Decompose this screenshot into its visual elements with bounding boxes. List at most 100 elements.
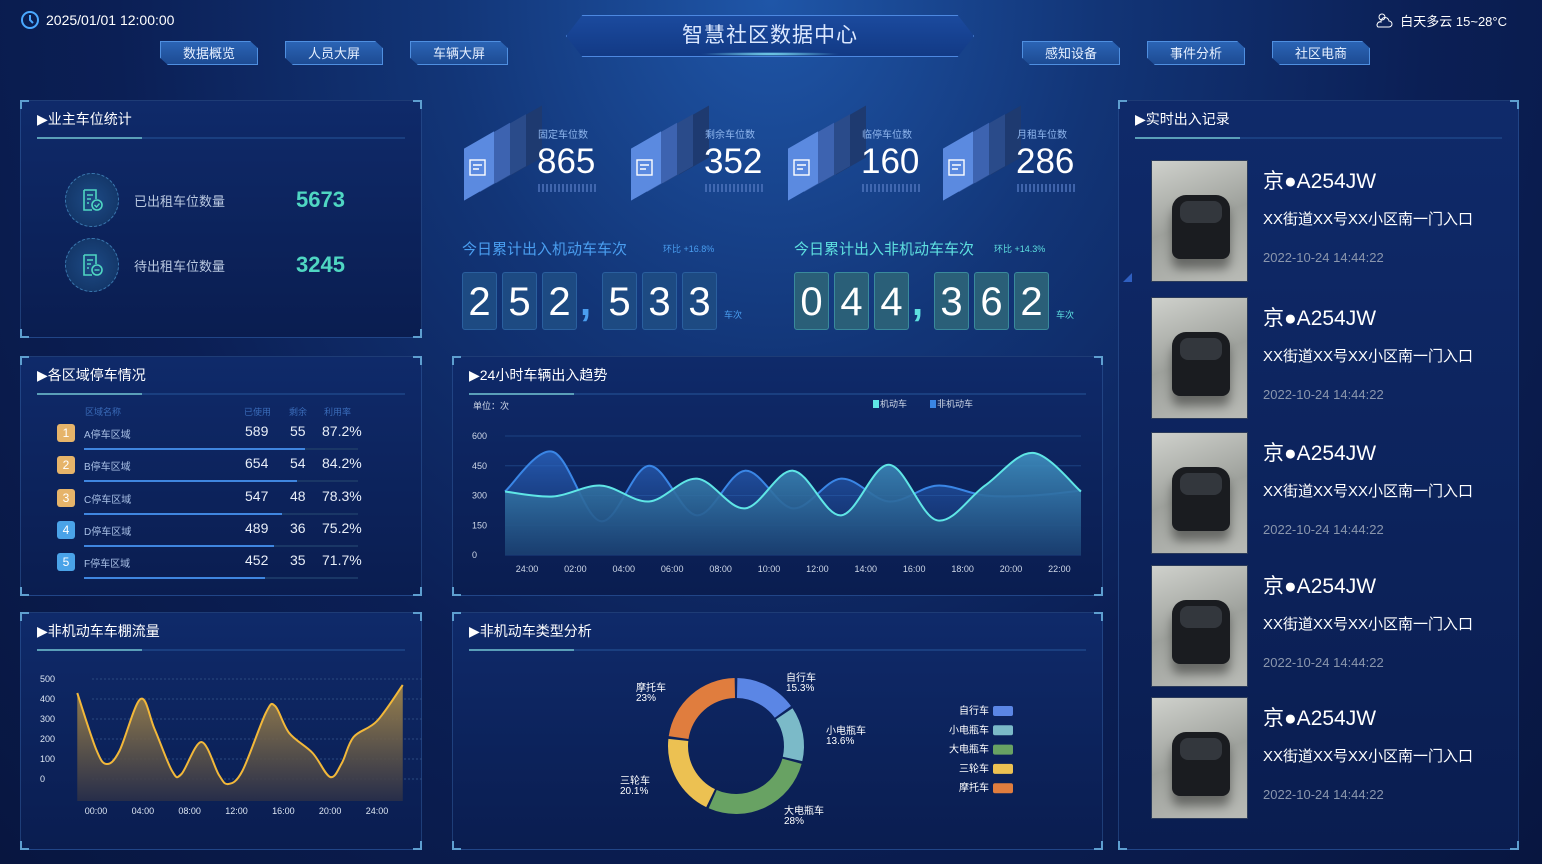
rank-badge: 3 (57, 488, 75, 507)
series-line (504, 451, 1082, 522)
panel-title: ▶24小时车辆出入趋势 (469, 367, 608, 383)
y-tick-label: 200 (40, 734, 55, 744)
kpi-value: 286 (1016, 142, 1075, 181)
utilization-bar-fill (84, 480, 298, 483)
legend-swatch (873, 400, 879, 408)
counter-title: 今日累计出入非机动车车次 (794, 241, 975, 258)
vehicle-snapshot[interactable] (1151, 432, 1248, 554)
x-tick-label: 20:00 (1000, 564, 1023, 574)
nav-event-analysis[interactable]: 事件分析 (1147, 41, 1245, 65)
zone-name: B停车区域 (84, 462, 131, 474)
slice-name: 自行车 (786, 671, 816, 684)
legend-label: 三轮车 (959, 762, 989, 775)
panel-title: ▶非机动车类型分析 (469, 623, 592, 639)
rank-badge: 4 (57, 520, 75, 539)
x-tick-label: 12:00 (225, 806, 248, 816)
car-image (1172, 600, 1230, 664)
record-location: XX街道XX号XX小区南一门入口 (1263, 483, 1474, 500)
zone-row: 5 F停车区域 452 35 71.7% (57, 552, 397, 583)
title-underline (469, 649, 1086, 651)
x-tick-label: 14:00 (855, 564, 878, 574)
y-tick-label: 0 (472, 550, 477, 560)
slice-name: 三轮车 (620, 774, 650, 787)
record-time: 2022-10-24 14:44:22 (1263, 787, 1384, 802)
rank-badge: 2 (57, 456, 75, 475)
car-image (1172, 332, 1230, 396)
legend-swatch (993, 706, 1013, 716)
vehicle-snapshot[interactable] (1151, 697, 1248, 819)
legend-label: 非机动车 (937, 398, 973, 409)
bike-type-panel: ▶非机动车类型分析 自行车 15.3% 自行车 小电瓶车 13.6% 小电瓶车 大电瓶车 28… (452, 612, 1103, 850)
slice-percent: 13.6% (826, 736, 854, 747)
thousands-separator: , (912, 280, 924, 324)
zone-used: 589 (245, 423, 269, 439)
zone-rate: 78.3% (322, 487, 362, 504)
counter-digit: 3 (642, 272, 677, 330)
slice-percent: 20.1% (620, 786, 648, 797)
counter-title: 今日累计出入机动车车次 (462, 241, 628, 258)
y-tick-label: 600 (472, 431, 487, 441)
legend-label: 小电瓶车 (949, 723, 989, 736)
plate-number: 京●A254JW (1263, 707, 1377, 730)
nav-vehicle-screen[interactable]: 车辆大屏 (410, 41, 508, 65)
cloudy-icon (1376, 13, 1393, 28)
y-tick-label: 400 (40, 694, 55, 704)
title-underline (37, 137, 405, 139)
kpi-label: 固定车位数 (538, 130, 588, 141)
x-tick-label: 20:00 (319, 806, 342, 816)
record-item[interactable]: 京●A254JW XX街道XX号XX小区南一门入口 2022-10-24 14:44… (1151, 565, 1511, 687)
panel-title: ▶各区域停车情况 (37, 367, 146, 383)
zone-name: D停车区域 (84, 526, 132, 538)
x-tick-label: 24:00 (366, 806, 389, 816)
series-area (505, 452, 1081, 555)
area-fill (77, 685, 403, 801)
utilization-bar (84, 512, 358, 515)
x-tick-label: 02:00 (564, 564, 587, 574)
zone-remaining: 54 (290, 455, 306, 472)
legend-label: 自行车 (959, 704, 989, 717)
utilization-bar-fill (84, 512, 283, 515)
kpi-label: 月租车位数 (1017, 130, 1067, 141)
sparkline (538, 184, 596, 192)
record-item[interactable]: 京●A254JW XX街道XX号XX小区南一门入口 2022-10-24 14:44… (1151, 697, 1511, 819)
nav-data-overview[interactable]: 数据概览 (160, 41, 258, 65)
rank-badge: 5 (57, 553, 75, 572)
col-header-zone: 区域名称 (85, 407, 122, 417)
title-underline (469, 393, 1086, 395)
nav-community-ecommerce[interactable]: 社区电商 (1272, 41, 1370, 65)
donut-slice (708, 758, 802, 814)
record-time: 2022-10-24 14:44:22 (1263, 522, 1384, 537)
counter-digit: 5 (602, 272, 637, 330)
nav-sensing-devices[interactable]: 感知设备 (1022, 41, 1120, 65)
nav-people-screen[interactable]: 人员大屏 (285, 41, 383, 65)
panel-title: ▶业主车位统计 (37, 111, 132, 127)
x-tick-label: 04:00 (613, 564, 636, 574)
record-time: 2022-10-24 14:44:22 (1263, 655, 1384, 670)
y-tick-label: 300 (472, 491, 487, 501)
record-item[interactable]: 京●A254JW XX街道XX号XX小区南一门入口 2022-10-24 14:44… (1151, 297, 1511, 419)
counter-ratio: 环比 +16.8% (663, 244, 715, 254)
document-clock-icon (629, 105, 709, 201)
car-image (1172, 467, 1230, 531)
zone-name: A停车区域 (84, 430, 131, 441)
vehicle-snapshot[interactable] (1151, 565, 1248, 687)
y-tick-label: 450 (472, 461, 487, 471)
col-header-rate: 利用率 (324, 407, 352, 417)
y-tick-label: 0 (40, 774, 45, 784)
plate-number: 京●A254JW (1263, 442, 1377, 465)
kpi-label: 剩余车位数 (705, 130, 755, 141)
col-header-used: 已使用 (244, 407, 272, 417)
zone-row: 2 B停车区域 654 54 84.2% (57, 455, 397, 486)
vehicle-snapshot[interactable] (1151, 297, 1248, 419)
zone-name: C停车区域 (84, 494, 132, 506)
kpi-card: 月租车位数 286 (941, 105, 1101, 202)
y-tick-label: 300 (40, 714, 55, 724)
record-item[interactable]: 京●A254JW XX街道XX号XX小区南一门入口 2022-10-24 14:44… (1151, 432, 1511, 554)
unit-label: 单位：次 (473, 400, 509, 411)
bike-shed-flow-panel: ▶非机动车车棚流量 0 100 200 300 400 500 00:00 04:00 08:0… (20, 612, 422, 850)
vehicle-snapshot[interactable] (1151, 160, 1248, 282)
kpi-card: 固定车位数 865 (462, 105, 622, 202)
record-item[interactable]: 京●A254JW XX街道XX号XX小区南一门入口 2022-10-24 14:44… (1151, 160, 1511, 282)
document-check-icon (941, 105, 1021, 201)
legend-swatch (930, 400, 936, 408)
